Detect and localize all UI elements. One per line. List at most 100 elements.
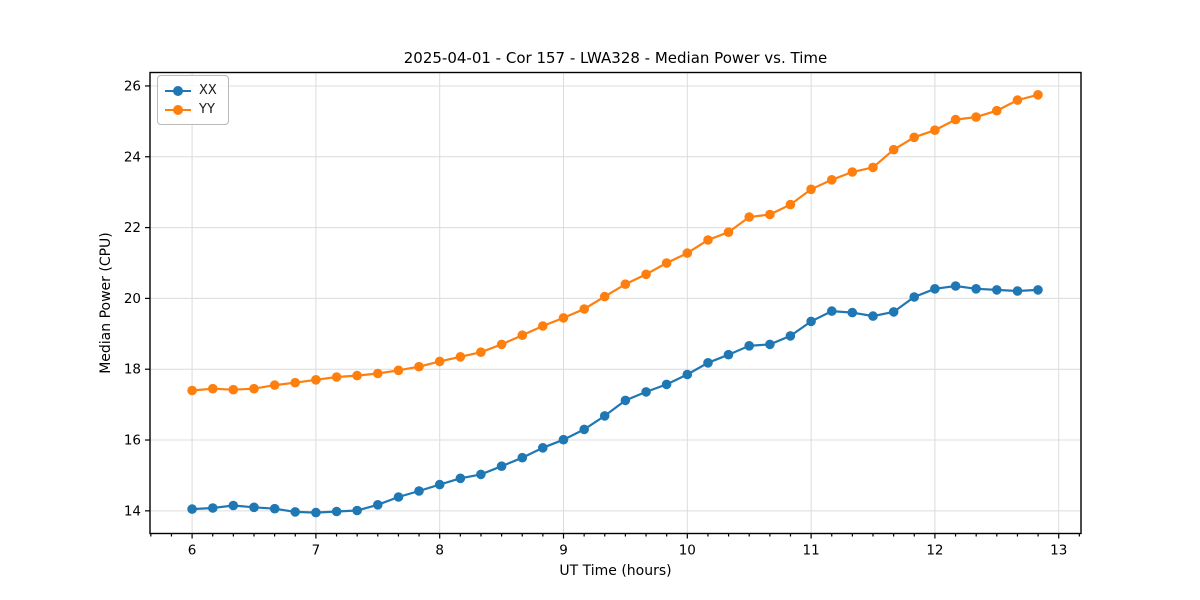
data-point (331, 372, 342, 382)
data-point (228, 500, 239, 511)
legend-marker-yy-icon (165, 104, 191, 115)
y-tick-label: 16 (124, 433, 141, 449)
data-point (827, 175, 837, 185)
data-point (311, 375, 321, 385)
data-point (579, 304, 589, 314)
data-point (373, 368, 383, 379)
data-point (290, 377, 301, 388)
data-point (208, 503, 218, 513)
data-point (476, 469, 486, 480)
data-point (930, 125, 940, 135)
y-tick-label: 26 (124, 78, 141, 94)
x-tick-label: 12 (926, 543, 943, 559)
data-point (434, 356, 445, 367)
data-point (847, 167, 858, 177)
data-point (806, 184, 816, 195)
data-point (414, 361, 424, 372)
data-point (641, 269, 651, 280)
data-point (1033, 285, 1043, 295)
data-point (476, 347, 486, 358)
x-tick-label: 9 (559, 543, 568, 559)
data-point (661, 258, 672, 268)
data-point (187, 504, 197, 514)
series-xx (187, 281, 1043, 518)
legend-label-yy: YY (199, 102, 215, 117)
x-tick-label: 11 (803, 543, 820, 559)
data-point (827, 306, 837, 316)
series-line-xx (192, 284, 1039, 514)
data-point (744, 212, 754, 222)
y-tick-label: 24 (124, 149, 141, 165)
data-point (682, 369, 693, 380)
data-point (599, 411, 610, 421)
data-point (703, 235, 713, 245)
y-tick-label: 20 (124, 291, 141, 307)
x-tick-label: 8 (435, 543, 444, 559)
data-point (785, 331, 796, 341)
data-point (393, 365, 404, 376)
axes-spines (149, 71, 1082, 535)
data-point (538, 443, 548, 453)
data-point (269, 380, 280, 390)
data-point (599, 291, 610, 302)
data-point (393, 492, 404, 502)
data-point (950, 114, 961, 125)
data-point (249, 383, 259, 394)
data-point (249, 502, 259, 513)
data-point (352, 505, 362, 516)
data-point (290, 507, 301, 517)
data-point (868, 311, 878, 321)
data-point (455, 352, 466, 362)
data-point (992, 105, 1002, 116)
data-point (847, 307, 858, 318)
chart-title: 2025-04-01 - Cor 157 - LWA328 - Median P… (403, 49, 828, 67)
y-tick-label: 22 (124, 220, 141, 236)
data-point (1012, 95, 1023, 105)
data-point (930, 284, 940, 294)
x-tick-label: 7 (312, 543, 321, 559)
data-point (765, 339, 775, 350)
data-point (269, 503, 280, 514)
data-point (538, 321, 548, 331)
data-point (992, 285, 1002, 295)
data-point (496, 461, 507, 472)
data-point (620, 279, 631, 290)
data-point (496, 339, 507, 350)
x-axis-label: UT Time (hours) (559, 563, 672, 579)
legend-item-yy: YY (165, 100, 220, 119)
data-point (558, 313, 569, 323)
tick-labels: 6 7 8 9 10 11 12 13 14 16 18 20 22 24 26 (124, 78, 1067, 558)
data-point (744, 341, 754, 351)
data-point (352, 370, 362, 381)
data-point (208, 383, 218, 394)
data-point (785, 199, 796, 210)
legend-item-xx: XX (165, 81, 220, 100)
gridlines (150, 72, 1081, 534)
x-tick-label: 10 (679, 543, 696, 559)
data-point (558, 434, 569, 445)
data-point (187, 385, 197, 396)
data-point (620, 395, 631, 406)
data-point (806, 316, 816, 327)
data-point (517, 452, 528, 463)
data-point (661, 379, 672, 390)
data-point (331, 506, 342, 517)
data-point (723, 349, 734, 360)
data-point (228, 384, 239, 395)
legend: XX YY (157, 75, 229, 125)
data-point (765, 209, 775, 220)
data-point (682, 248, 693, 258)
data-point (414, 486, 424, 496)
data-point (1012, 286, 1023, 296)
data-point (641, 387, 651, 397)
data-point (888, 307, 899, 317)
data-point (579, 424, 589, 435)
data-point (888, 144, 899, 155)
data-point (909, 292, 919, 302)
data-point (909, 132, 919, 143)
data-point (971, 112, 981, 122)
y-tick-label: 14 (124, 503, 141, 519)
legend-label-xx: XX (199, 83, 217, 98)
data-point (868, 162, 878, 173)
